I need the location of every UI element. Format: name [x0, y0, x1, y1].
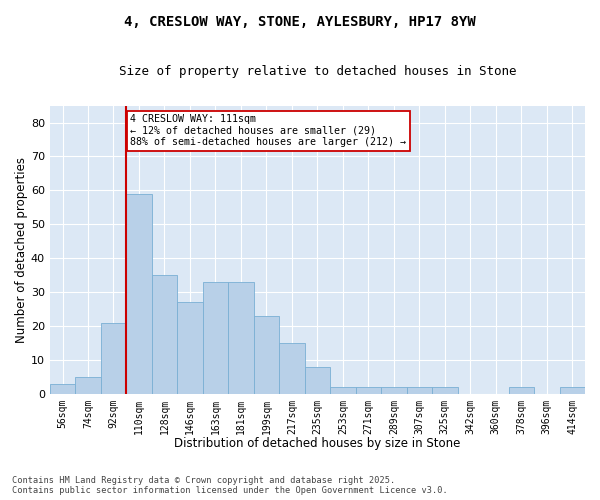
Bar — [101, 323, 126, 394]
Bar — [254, 316, 279, 394]
Bar — [407, 388, 432, 394]
Title: Size of property relative to detached houses in Stone: Size of property relative to detached ho… — [119, 65, 516, 78]
Bar — [305, 367, 330, 394]
Bar — [381, 388, 407, 394]
Bar — [152, 276, 177, 394]
Bar — [203, 282, 228, 394]
Bar — [560, 388, 585, 394]
Text: 4, CRESLOW WAY, STONE, AYLESBURY, HP17 8YW: 4, CRESLOW WAY, STONE, AYLESBURY, HP17 8… — [124, 15, 476, 29]
Bar — [50, 384, 75, 394]
Bar — [177, 302, 203, 394]
Bar — [126, 194, 152, 394]
Bar — [75, 377, 101, 394]
Y-axis label: Number of detached properties: Number of detached properties — [15, 157, 28, 343]
Text: 4 CRESLOW WAY: 111sqm
← 12% of detached houses are smaller (29)
88% of semi-deta: 4 CRESLOW WAY: 111sqm ← 12% of detached … — [130, 114, 406, 148]
X-axis label: Distribution of detached houses by size in Stone: Distribution of detached houses by size … — [174, 437, 461, 450]
Bar — [279, 343, 305, 394]
Bar — [330, 388, 356, 394]
Bar — [432, 388, 458, 394]
Text: Contains HM Land Registry data © Crown copyright and database right 2025.
Contai: Contains HM Land Registry data © Crown c… — [12, 476, 448, 495]
Bar — [228, 282, 254, 394]
Bar — [509, 388, 534, 394]
Bar — [356, 388, 381, 394]
